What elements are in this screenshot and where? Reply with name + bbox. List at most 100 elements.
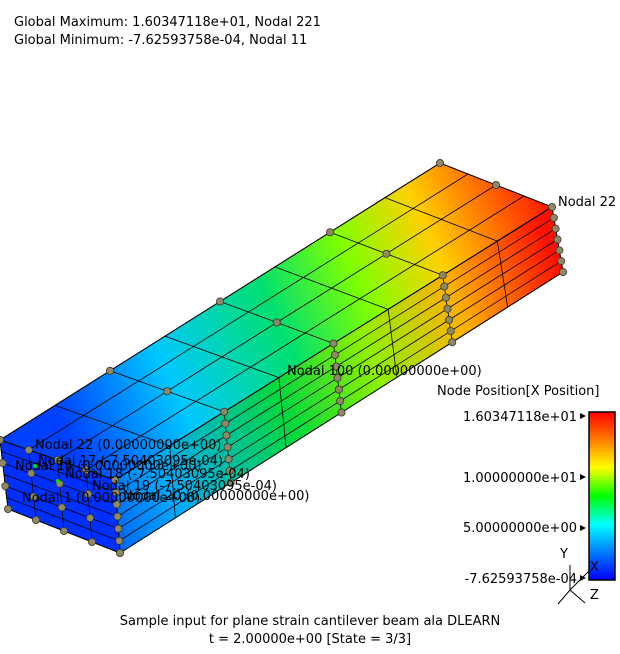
mesh-node[interactable] [57, 503, 66, 512]
node-label-14: Nodal 14 (0.00000000e+00) [15, 459, 201, 474]
mesh-node[interactable] [82, 465, 91, 474]
legend-tick-marker [580, 575, 586, 581]
mesh-node[interactable] [557, 257, 566, 266]
mesh-node[interactable] [112, 500, 121, 509]
mesh-node[interactable] [27, 469, 36, 478]
mesh-node[interactable] [330, 350, 339, 359]
mesh-edge [1, 451, 116, 493]
mesh-node[interactable] [441, 293, 450, 302]
legend-color-bar [588, 411, 616, 581]
mesh-node[interactable] [332, 362, 341, 371]
mesh-node[interactable] [337, 408, 346, 417]
legend-tick-marker [580, 525, 586, 531]
mesh-node[interactable] [220, 407, 229, 416]
mesh-node[interactable] [325, 228, 334, 237]
mesh-node[interactable] [115, 536, 124, 545]
legend-tick-min: -7.62593758e-04 [465, 572, 578, 587]
mesh-node[interactable] [84, 489, 93, 498]
mesh-node[interactable] [29, 492, 38, 501]
y-axis-label: Y [559, 547, 568, 562]
mesh-node[interactable] [111, 488, 120, 497]
legend-title: Node Position[X Position] [437, 384, 599, 399]
picked-node-marker [33, 464, 37, 468]
mesh-node[interactable] [555, 246, 564, 255]
mesh-node[interactable] [329, 339, 338, 348]
mesh-node[interactable] [445, 315, 454, 324]
mesh-node[interactable] [226, 478, 235, 487]
axis-triad [557, 565, 591, 605]
node-label-1: Nodal 1 (0.00000000e+00) [22, 491, 200, 506]
legend-tick-marker [580, 474, 586, 480]
node-label-18: Nodal 18 (-7.50403095e-04) [65, 467, 250, 482]
mesh-node[interactable] [333, 373, 342, 382]
footer-time-state: t = 2.00000e+00 [State = 3/3] [208, 632, 412, 647]
mesh-node[interactable] [53, 455, 62, 464]
footer-title: Sample input for plane strain cantilever… [119, 614, 501, 629]
node-label-19: Nodal 19 (-7.50403095e-04) [92, 479, 277, 494]
legend-tick-marker [580, 413, 586, 419]
node-label-17: Nodal 17 (-7.50403095e-04) [38, 454, 223, 469]
mesh-node[interactable] [553, 235, 562, 244]
mesh-node[interactable] [113, 512, 122, 521]
x-axis-line [569, 569, 591, 591]
z-axis-label: Z [590, 588, 599, 603]
node-label-100: Nodal 100 (0.00000000e+00) [287, 364, 482, 379]
mesh-node[interactable] [163, 387, 172, 396]
global-minimum-readout: Global Minimum: -7.62593758e-04, Nodal 1… [14, 33, 308, 48]
mesh-node[interactable] [548, 202, 557, 211]
mesh-edge [28, 173, 469, 451]
node-label-20: Nodal 20 (0.00000000e+00) [123, 489, 309, 504]
mesh-node[interactable] [111, 475, 120, 484]
mesh-node[interactable] [491, 180, 500, 189]
mesh-edge [6, 497, 120, 542]
cantilever-beam-mesh[interactable] [0, 158, 568, 558]
legend-tick-10: 1.00000000e+01 [463, 471, 577, 486]
mesh-node[interactable] [222, 431, 231, 440]
mesh-node[interactable] [435, 158, 444, 167]
mesh-node[interactable] [86, 514, 95, 523]
mesh-node[interactable] [224, 455, 233, 464]
mesh-node[interactable] [60, 527, 69, 536]
mesh-node[interactable] [446, 327, 455, 336]
mesh-node[interactable] [24, 445, 33, 454]
mesh-node[interactable] [443, 304, 452, 313]
mesh-node[interactable] [334, 385, 343, 394]
mesh-node[interactable] [438, 271, 447, 280]
mesh-node[interactable] [448, 338, 457, 347]
mesh-node[interactable] [221, 419, 230, 428]
legend-tick-5: 5.00000000e+00 [463, 521, 577, 536]
mesh-node[interactable] [382, 249, 391, 258]
mesh-node[interactable] [106, 366, 115, 375]
mesh-node[interactable] [0, 436, 4, 444]
color-legend: Node Position[X Position] 1.60347118e+01… [437, 384, 616, 587]
mesh-node[interactable] [551, 224, 560, 233]
mesh-node[interactable] [440, 282, 449, 291]
mesh-node[interactable] [336, 396, 345, 405]
mesh-nodes [0, 158, 568, 558]
node-label-22-right: Nodal 22 [558, 195, 616, 210]
mesh-node[interactable] [225, 466, 234, 475]
mesh-node[interactable] [0, 459, 7, 467]
mesh-node[interactable] [223, 443, 232, 452]
mesh-node[interactable] [116, 549, 125, 558]
mesh-edge [86, 195, 525, 471]
picked-node-marker [56, 479, 60, 483]
x-axis-label: X [590, 560, 599, 575]
mesh-node[interactable] [114, 524, 123, 533]
z-axis-line [569, 589, 586, 604]
mesh-node[interactable] [215, 297, 224, 306]
mesh-node[interactable] [4, 504, 12, 513]
mesh-node[interactable] [549, 213, 558, 222]
mesh-edge [3, 474, 118, 517]
triad-tail [557, 589, 571, 605]
node-labels: Nodal 22 Nodal 100 (0.00000000e+00) Noda… [15, 195, 616, 506]
mesh-node[interactable] [559, 267, 568, 276]
node-label-22: Nodal 22 (0.00000000e+00) [35, 438, 221, 453]
mesh-node[interactable] [32, 516, 41, 525]
global-maximum-readout: Global Maximum: 1.60347118e+01, Nodal 22… [14, 15, 321, 30]
mesh-node[interactable] [1, 481, 10, 490]
mesh-node[interactable] [88, 538, 97, 547]
legend-tick-max: 1.60347118e+01 [463, 410, 577, 425]
mesh-node[interactable] [272, 318, 281, 327]
